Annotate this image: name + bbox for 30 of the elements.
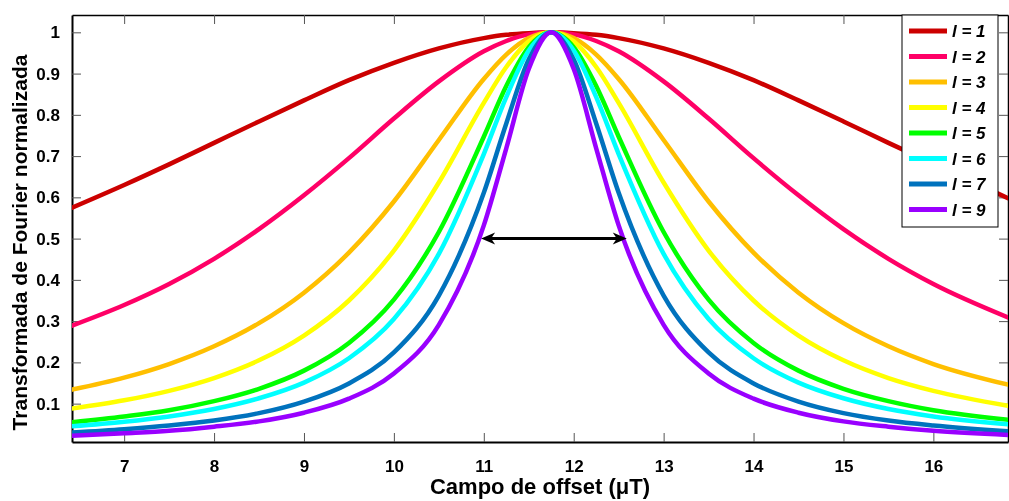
legend-label: l = 3 bbox=[952, 73, 987, 92]
legend-label: l = 6 bbox=[952, 149, 987, 169]
x-tick-label: 16 bbox=[924, 457, 944, 477]
x-tick-label: 11 bbox=[475, 457, 494, 477]
x-tick-label: 12 bbox=[564, 457, 584, 477]
x-tick-label: 9 bbox=[299, 457, 310, 477]
legend-label: l = 7 bbox=[952, 175, 988, 194]
y-tick-label: 0.7 bbox=[36, 147, 60, 167]
y-tick-label: 0.2 bbox=[36, 353, 60, 373]
y-tick-label: 0.8 bbox=[36, 105, 60, 125]
x-tick-label: 10 bbox=[384, 457, 404, 477]
y-tick-label: 0.4 bbox=[36, 270, 61, 290]
y-tick-label: 0.5 bbox=[36, 229, 60, 249]
y-axis-title: Transformada de Fourier normalizada bbox=[8, 54, 31, 431]
x-tick-label: 13 bbox=[654, 457, 674, 477]
y-tick-label: 0.1 bbox=[36, 394, 60, 414]
legend-label: l = 9 bbox=[952, 200, 987, 220]
x-tick-label: 8 bbox=[209, 457, 220, 477]
legend-label: l = 1 bbox=[952, 22, 986, 41]
y-tick-label: 0.3 bbox=[36, 312, 60, 332]
legend-label: l = 4 bbox=[952, 98, 987, 118]
y-tick-label: 0.9 bbox=[36, 64, 60, 84]
x-tick-label: 7 bbox=[119, 457, 130, 477]
x-tick-label: 15 bbox=[834, 457, 854, 477]
legend-label: l = 5 bbox=[952, 124, 987, 143]
y-tick-label: 1 bbox=[50, 23, 60, 43]
legend-label: l = 2 bbox=[952, 47, 987, 67]
x-axis-title: Campo de offset (μT) bbox=[429, 474, 651, 499]
x-tick-label: 14 bbox=[744, 457, 765, 477]
y-tick-label: 0.6 bbox=[36, 188, 60, 208]
